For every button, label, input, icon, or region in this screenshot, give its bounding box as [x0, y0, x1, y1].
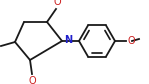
Text: O: O: [127, 36, 135, 46]
Text: O: O: [53, 0, 61, 7]
Text: O: O: [28, 76, 36, 84]
Text: N: N: [64, 35, 72, 45]
